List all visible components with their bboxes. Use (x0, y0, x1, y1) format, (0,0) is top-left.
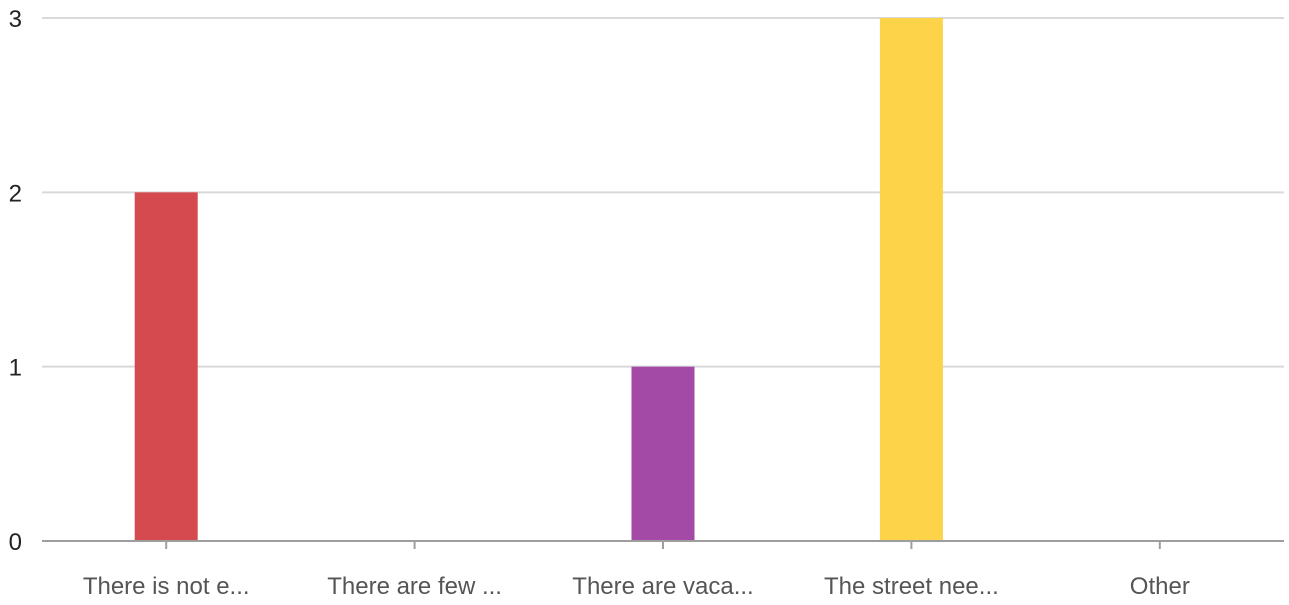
x-tick-label: Other (1130, 573, 1190, 600)
bars (134, 18, 943, 542)
y-tick-label: 2 (9, 180, 22, 207)
x-tick-label: The street nee... (824, 573, 999, 600)
y-tick-label: 3 (9, 6, 22, 33)
x-axis-tick-labels: There is not e... There are few ... There … (83, 573, 1190, 600)
x-tick-label: There is not e... (83, 573, 250, 600)
bar-0 (134, 192, 198, 542)
y-tick-label: 1 (9, 355, 22, 382)
x-axis-ticks (165, 541, 1161, 549)
gridlines (42, 17, 1284, 368)
x-tick-label: There are few ... (327, 573, 502, 600)
bar-3 (879, 18, 943, 541)
x-tick-label: There are vaca... (572, 573, 753, 600)
bar-2 (631, 366, 695, 541)
y-tick-label: 0 (9, 529, 22, 556)
y-axis-tick-labels: 0 1 2 3 (9, 6, 22, 556)
